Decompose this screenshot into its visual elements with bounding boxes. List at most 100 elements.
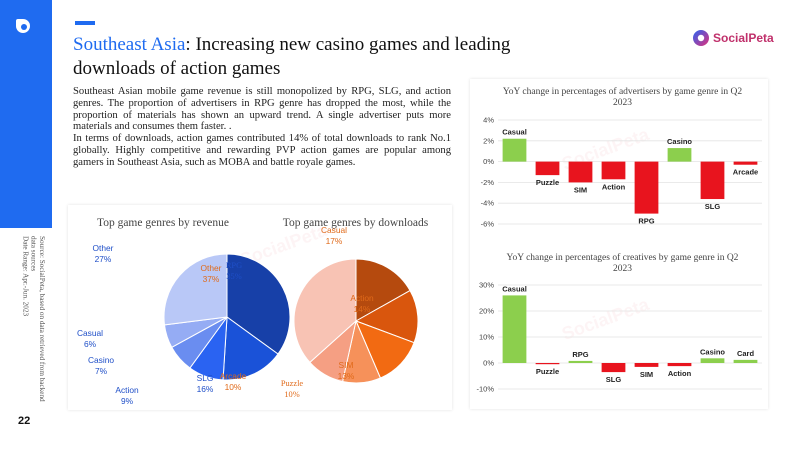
category-label: Arcade bbox=[733, 168, 758, 177]
pie-label-casual: Casual 6% bbox=[73, 328, 107, 349]
pie-label-casual: Casual 17% bbox=[317, 225, 351, 246]
category-label: RPG bbox=[638, 217, 654, 226]
title-rest: : Increasing new casino games and leadin… bbox=[73, 34, 511, 79]
pie-slice-other bbox=[163, 253, 228, 326]
brand-logo-icon bbox=[13, 16, 33, 36]
y-tick-label: 4% bbox=[483, 116, 494, 125]
category-label: Casual bbox=[502, 284, 527, 293]
y-tick-label: 0% bbox=[483, 359, 494, 368]
pie-label-value: 17% bbox=[325, 235, 343, 246]
y-tick-label: 10% bbox=[479, 333, 494, 342]
category-label: Casino bbox=[667, 137, 692, 146]
pie-label-value: 14% bbox=[353, 303, 371, 314]
bar-rpg bbox=[568, 360, 593, 363]
pie-label-name: Arcade bbox=[219, 371, 247, 381]
y-tick-label: 30% bbox=[479, 281, 494, 290]
y-tick-label: -10% bbox=[476, 385, 494, 394]
pie-label-value: 13% bbox=[337, 370, 355, 381]
category-label: Card bbox=[737, 349, 755, 358]
pie-label-name: Casual bbox=[320, 225, 348, 235]
y-tick-label: 20% bbox=[479, 307, 494, 316]
page-title: Southeast Asia: Increasing new casino ga… bbox=[73, 33, 573, 81]
pie-label-value: 6% bbox=[83, 338, 97, 349]
category-label: SLG bbox=[705, 202, 721, 211]
pie-charts bbox=[163, 253, 419, 384]
bar-action bbox=[667, 363, 692, 367]
y-tick-label: 2% bbox=[483, 136, 494, 145]
pie-slice-other bbox=[293, 258, 357, 364]
creatives-chart-title: YoY change in percentages of creatives b… bbox=[506, 253, 739, 274]
pie-downloads-title: Top game genres by downloads bbox=[282, 217, 429, 229]
bar-arcade bbox=[733, 161, 758, 165]
category-label: Casino bbox=[700, 347, 725, 356]
paragraph: In terms of downloads, action games cont… bbox=[73, 133, 451, 168]
pie-label-name: Puzzle bbox=[280, 379, 304, 388]
pie-label-value: 37% bbox=[202, 273, 220, 284]
source-note: Source: SocialPeta, based on data retrie… bbox=[21, 236, 46, 402]
y-tick-label: -4% bbox=[481, 199, 495, 208]
pie-label-value: 16% bbox=[196, 383, 214, 394]
bar-action bbox=[601, 161, 626, 180]
pie-label-name: SLG bbox=[196, 373, 214, 383]
brand-logo: SocialPeta bbox=[692, 29, 774, 47]
pie-label-casino: Casino 7% bbox=[84, 355, 118, 376]
category-label: SIM bbox=[640, 370, 653, 379]
category-label: Puzzle bbox=[536, 178, 559, 187]
pie-label-sim: SIM 13% bbox=[329, 360, 363, 381]
advertisers-chart-title: YoY change in percentages of advertisers… bbox=[502, 87, 743, 108]
bar-puzzle bbox=[535, 363, 560, 365]
pie-label-name: Other bbox=[92, 243, 114, 253]
category-label: Action bbox=[668, 369, 692, 378]
bar-charts-panel: SocialPeta SocialPeta YoY change in perc… bbox=[470, 79, 768, 409]
sidebar: Source: SocialPeta, based on data retrie… bbox=[0, 0, 52, 450]
pie-label-name: Action bbox=[115, 385, 139, 395]
pie-label-name: RPG bbox=[225, 261, 243, 270]
pie-label-name: Casual bbox=[76, 328, 104, 338]
pie-label-name: SIM bbox=[338, 360, 354, 370]
pie-label-name: Other bbox=[200, 263, 222, 273]
paragraph: Southeast Asian mobile game revenue is s… bbox=[73, 86, 451, 133]
bar-casual bbox=[502, 138, 527, 162]
pie-label-other: Other 27% bbox=[86, 243, 120, 264]
pie-slice-casual bbox=[355, 258, 411, 322]
pie-slice-action bbox=[354, 289, 419, 344]
socialpeta-icon bbox=[693, 30, 709, 46]
pie-label-value: 35% bbox=[226, 271, 242, 281]
category-label: SIM bbox=[574, 185, 587, 194]
title-accent-dash bbox=[75, 21, 95, 25]
pie-label-slg: SLG 16% bbox=[188, 373, 222, 394]
pie-label-other: Other 37% bbox=[194, 263, 228, 284]
bar-card bbox=[733, 359, 758, 363]
pie-label-rpg: RPG 35% bbox=[217, 261, 251, 282]
y-tick-label: -6% bbox=[481, 220, 495, 229]
y-tick-label: -2% bbox=[481, 178, 495, 187]
pie-label-action: Action 14% bbox=[345, 293, 379, 314]
y-tick-label: 0% bbox=[483, 157, 494, 166]
pie-label-name: Action bbox=[350, 293, 374, 303]
category-label: SLG bbox=[606, 375, 622, 384]
bar-casino bbox=[667, 148, 692, 162]
pie-label-value: 7% bbox=[94, 365, 108, 376]
bar-slg bbox=[700, 161, 725, 200]
bar-slg bbox=[601, 363, 626, 373]
page-number: 22 bbox=[18, 415, 31, 427]
title-highlight: Southeast Asia bbox=[73, 34, 186, 55]
pie-label-action: Action 9% bbox=[110, 385, 144, 406]
category-label: Action bbox=[602, 182, 626, 191]
brand-name: SocialPeta bbox=[713, 31, 774, 45]
pie-label-puzzle: Puzzle 10% bbox=[275, 379, 309, 400]
category-label: RPG bbox=[572, 350, 588, 359]
bar-sim bbox=[568, 161, 593, 183]
pie-label-value: 10% bbox=[284, 389, 300, 399]
pie-charts-panel: SocialPeta Top game genres by revenue To… bbox=[68, 205, 452, 410]
pie-label-arcade: Arcade 10% bbox=[216, 371, 250, 392]
pie-revenue-title: Top game genres by revenue bbox=[96, 217, 230, 229]
bar-puzzle bbox=[535, 161, 560, 176]
bar-sim bbox=[634, 363, 659, 367]
summary-text: Southeast Asian mobile game revenue is s… bbox=[73, 86, 451, 169]
sidebar-accent bbox=[0, 0, 52, 228]
category-label: Casual bbox=[502, 128, 527, 137]
bar-casino bbox=[700, 358, 725, 363]
pie-label-value: 9% bbox=[120, 395, 134, 406]
bar-casual bbox=[502, 295, 527, 363]
